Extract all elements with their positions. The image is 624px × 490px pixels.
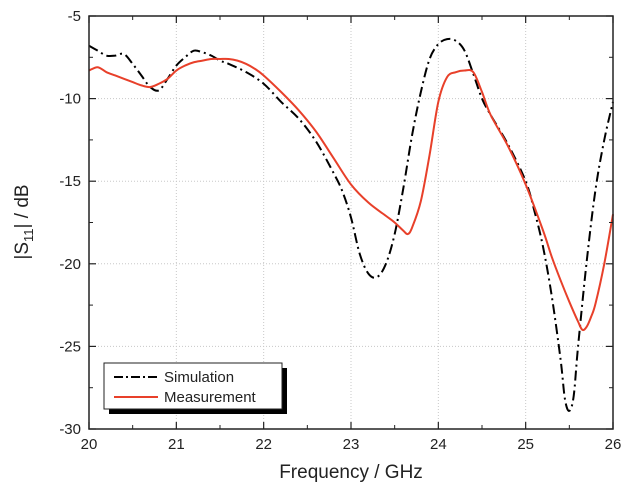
x-tick-label: 26 — [605, 436, 622, 453]
x-tick-label: 23 — [343, 436, 360, 453]
x-tick-label: 22 — [255, 436, 272, 453]
y-axis-title: |S11| / dB — [12, 184, 36, 259]
x-tick-label: 21 — [168, 436, 185, 453]
y-tick-label: -20 — [59, 256, 81, 273]
x-axis-title: Frequency / GHz — [279, 462, 423, 483]
y-axis-title-subscript: 11 — [21, 228, 36, 242]
legend-label-simulation: Simulation — [164, 369, 234, 386]
series-line-measurement — [88, 57, 614, 332]
legend-label-measurement: Measurement — [164, 389, 257, 406]
y-tick-label: -10 — [59, 91, 81, 108]
y-axis-title-part-2: | / dB — [12, 184, 33, 228]
y-tick-label: -15 — [59, 173, 81, 190]
tick-labels: 20 21 22 23 24 25 26 -30 -25 -20 -15 -10 -5 — [59, 8, 621, 453]
y-tick-label: -5 — [68, 8, 81, 25]
legend: Simulation Measurement — [103, 362, 287, 414]
plot-series — [88, 37, 614, 412]
grid — [89, 16, 613, 429]
y-axis-title-part-1: |S — [12, 242, 33, 260]
x-tick-label: 25 — [517, 436, 534, 453]
y-tick-label: -30 — [59, 421, 81, 438]
axis-ticks — [88, 15, 614, 430]
x-tick-label: 20 — [81, 436, 98, 453]
legend-box — [103, 362, 283, 410]
x-tick-label: 24 — [430, 436, 447, 453]
y-tick-label: -25 — [59, 338, 81, 355]
